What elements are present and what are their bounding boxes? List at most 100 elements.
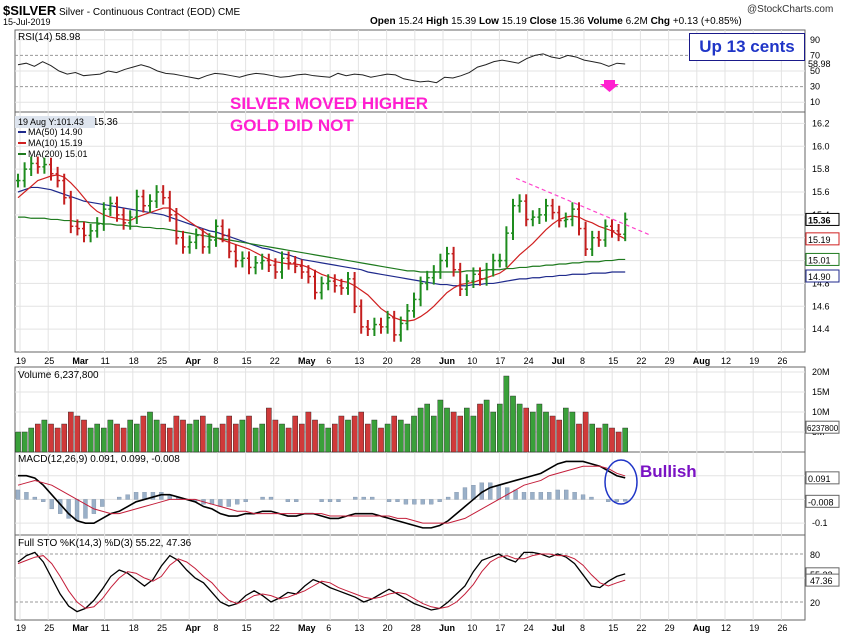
volume-bar bbox=[450, 411, 457, 453]
macd-hist-bar bbox=[454, 492, 459, 500]
rsi-last-label: 58.98 bbox=[808, 59, 831, 69]
chg-label: Chg bbox=[650, 16, 671, 27]
volume-tick-label: 15M bbox=[812, 387, 830, 397]
macd-hist-bar bbox=[521, 492, 527, 500]
macd-value-label: -0.008 bbox=[808, 497, 834, 507]
macd-hist-bar bbox=[24, 492, 29, 500]
low-label: Low bbox=[478, 16, 499, 27]
macd-hist-bar bbox=[117, 496, 122, 500]
volume-bar bbox=[74, 415, 81, 453]
x-tick-label: 20 bbox=[383, 356, 393, 366]
x-tick-label: 15 bbox=[608, 356, 618, 366]
volume-bar bbox=[226, 415, 233, 453]
volume-bar bbox=[569, 411, 576, 453]
price-tick-label: 15.6 bbox=[812, 187, 830, 197]
trend-line bbox=[515, 177, 652, 236]
ma-line-0 bbox=[17, 186, 626, 287]
volume-bar bbox=[437, 399, 444, 453]
x-tick-label-bottom: May bbox=[298, 623, 316, 633]
x-tick-label: 19 bbox=[749, 356, 759, 366]
volume-bar bbox=[127, 419, 133, 453]
volume-bar bbox=[28, 427, 35, 453]
macd-value-box bbox=[805, 494, 840, 508]
volume-bar bbox=[417, 407, 424, 453]
x-tick-label: 26 bbox=[777, 356, 787, 366]
x-tick-label: 22 bbox=[636, 356, 646, 366]
sto-value-label: 20 bbox=[810, 598, 820, 608]
volume-bar bbox=[94, 423, 100, 453]
x-tick-label: 11 bbox=[101, 356, 110, 366]
x-tick-label: 19 bbox=[16, 356, 26, 366]
x-tick-label: 18 bbox=[129, 356, 139, 366]
price-tick-label: 14.8 bbox=[812, 278, 830, 288]
volume-bar bbox=[576, 423, 582, 453]
macd-hist-bar bbox=[32, 496, 38, 500]
bullish-circle bbox=[604, 459, 638, 505]
macd-hist-bar bbox=[580, 494, 586, 500]
volume-bar bbox=[510, 395, 516, 453]
open-label: Open bbox=[370, 16, 396, 27]
macd-hist-bar bbox=[260, 496, 265, 500]
macd-hist-bar bbox=[555, 489, 560, 500]
volume-bar bbox=[556, 419, 562, 453]
volume-bar bbox=[54, 427, 61, 453]
volume-bar bbox=[563, 407, 569, 453]
x-tick-label-bottom: 15 bbox=[608, 623, 618, 633]
volume-bar bbox=[153, 419, 160, 453]
volume-bar bbox=[213, 427, 219, 453]
x-tick-label-bottom: 26 bbox=[777, 623, 787, 633]
volume-bar bbox=[133, 423, 140, 453]
x-tick-label: 25 bbox=[44, 356, 54, 366]
volume-bar bbox=[543, 411, 549, 453]
volume-bar bbox=[147, 411, 153, 453]
macd-hist-bar bbox=[41, 499, 46, 502]
header-row: $SILVER Silver - Continuous Contract (EO… bbox=[3, 3, 240, 18]
sto-value-label: 47.36 bbox=[810, 576, 833, 586]
macd-hist-bar bbox=[623, 499, 628, 502]
legend-entry-2: MA(200) 15.01 bbox=[28, 149, 88, 159]
volume-bar bbox=[332, 423, 338, 453]
x-tick-label-bottom: 19 bbox=[16, 623, 26, 633]
price-label-box bbox=[805, 269, 840, 283]
volume-last-label: 6237800 bbox=[807, 424, 839, 433]
macd-hist-bar bbox=[462, 487, 468, 500]
x-tick-label-bottom: 11 bbox=[101, 623, 110, 633]
high-label: High bbox=[426, 16, 449, 27]
volume-bar bbox=[15, 431, 21, 453]
rsi-line bbox=[17, 53, 626, 84]
volume-bar bbox=[338, 415, 345, 453]
up-arrow-icon bbox=[600, 80, 619, 92]
x-tick-label: 24 bbox=[524, 356, 534, 366]
price-label-1: 15.19 bbox=[808, 235, 831, 245]
x-tick-label-bottom: 6 bbox=[326, 623, 331, 633]
volume-bar bbox=[166, 427, 173, 453]
volume-bar bbox=[477, 403, 483, 453]
x-tick-label-bottom: 19 bbox=[749, 623, 759, 633]
volume-bar bbox=[589, 423, 595, 453]
macd-hist-bar bbox=[386, 499, 392, 502]
macd-hist-bar bbox=[49, 499, 54, 510]
volume-bar bbox=[351, 415, 358, 453]
volume-bar bbox=[67, 411, 74, 453]
stockcharts-logo: @StockCharts.com bbox=[747, 4, 834, 15]
volume-bar bbox=[358, 411, 365, 453]
volume-bar bbox=[582, 411, 589, 453]
volume-bar bbox=[596, 427, 602, 453]
macd-hist-bar bbox=[564, 489, 569, 500]
bullish-label: Bullish bbox=[640, 462, 697, 481]
x-tick-label: Jul bbox=[552, 356, 565, 366]
volume-bar bbox=[272, 419, 279, 453]
price-label-box bbox=[805, 252, 840, 266]
macd-hist-bar bbox=[319, 499, 324, 502]
macd-hist-bar bbox=[589, 496, 594, 500]
volume-bar bbox=[391, 415, 398, 453]
macd-hist-bar bbox=[496, 485, 501, 500]
headline-gold: GOLD DID NOT bbox=[230, 116, 354, 135]
ma-line-1 bbox=[17, 174, 626, 322]
legend-entry-1: MA(10) 15.19 bbox=[28, 138, 83, 148]
volume-label: Volume bbox=[587, 16, 623, 27]
description: Silver - Continuous Contract (EOD) bbox=[59, 7, 216, 18]
rsi-tick-label: 10 bbox=[810, 97, 820, 107]
price-tick-label: 16.2 bbox=[812, 118, 830, 128]
volume-bar bbox=[444, 407, 450, 453]
